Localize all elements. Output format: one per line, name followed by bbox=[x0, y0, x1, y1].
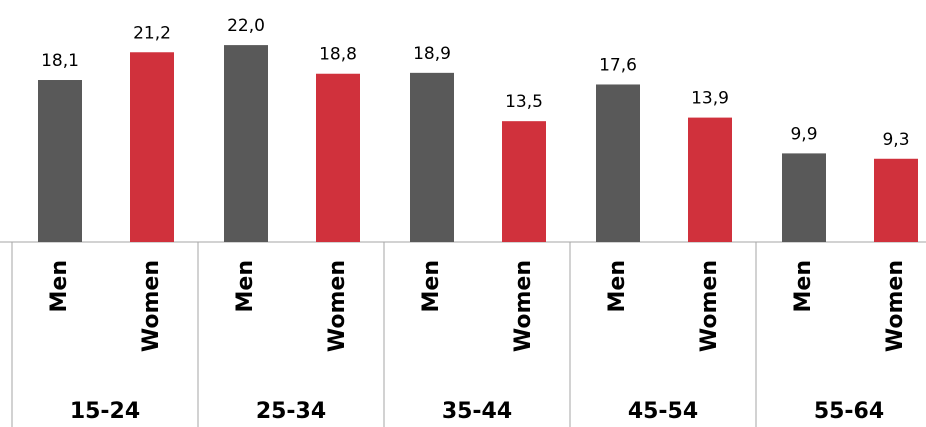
value-label: 9,9 bbox=[790, 124, 817, 144]
group-label: 25-34 bbox=[256, 399, 326, 424]
series-label: Men bbox=[791, 260, 816, 312]
series-label: Men bbox=[419, 260, 444, 312]
value-label: 13,5 bbox=[505, 92, 543, 112]
group-label: 35-44 bbox=[442, 399, 512, 424]
bar bbox=[316, 73, 360, 243]
value-label: 22,0 bbox=[227, 16, 265, 36]
bar bbox=[38, 80, 82, 242]
series-label: Women bbox=[139, 260, 164, 352]
bar bbox=[224, 45, 268, 242]
group-label: 15-24 bbox=[70, 399, 140, 424]
value-label: 9,3 bbox=[882, 130, 909, 150]
value-label: 18,9 bbox=[413, 44, 451, 64]
series-label: Women bbox=[883, 260, 908, 352]
series-label: Women bbox=[325, 260, 350, 352]
series-label: Women bbox=[697, 260, 722, 352]
bar bbox=[130, 52, 174, 243]
series-label: Women bbox=[511, 260, 536, 352]
bar bbox=[874, 158, 918, 242]
bar bbox=[596, 84, 640, 242]
value-label: 13,9 bbox=[691, 89, 729, 109]
series-label: Men bbox=[233, 260, 258, 312]
bar bbox=[410, 72, 454, 242]
value-label: 17,6 bbox=[599, 55, 637, 75]
value-label: 18,1 bbox=[41, 51, 79, 71]
bar bbox=[502, 121, 546, 242]
bar bbox=[688, 117, 732, 242]
series-label: Men bbox=[47, 260, 72, 312]
group-label: 55-64 bbox=[814, 399, 884, 424]
bar bbox=[782, 153, 826, 242]
value-label: 18,8 bbox=[319, 45, 357, 65]
group-label: 45-54 bbox=[628, 399, 698, 424]
series-label: Men bbox=[605, 260, 630, 312]
value-label: 21,2 bbox=[133, 23, 171, 43]
